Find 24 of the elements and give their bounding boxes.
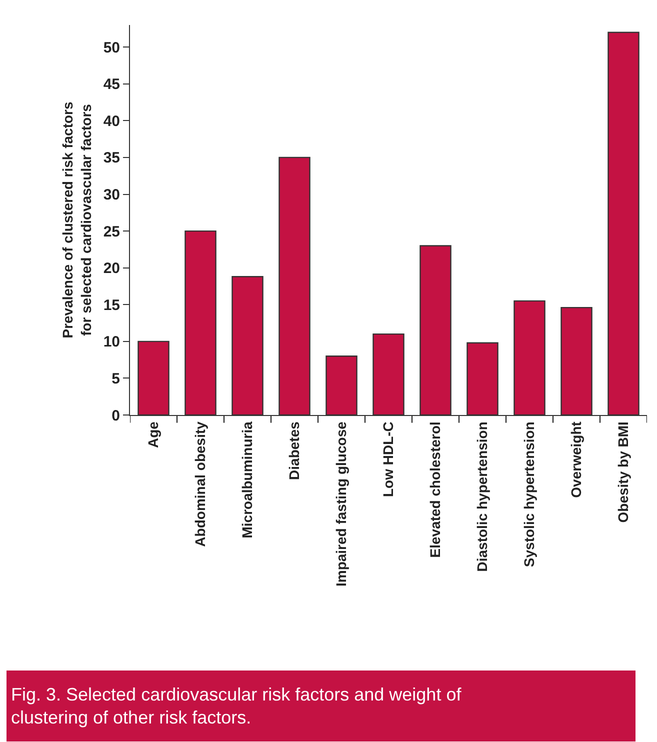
- x-tick-label: Elevated cholesterol: [427, 422, 444, 558]
- x-tick-label: Systolic hypertension: [521, 422, 538, 568]
- y-tick-label: 20: [103, 260, 120, 278]
- y-tick-label: 5: [112, 370, 120, 388]
- caption: Fig. 3. Selected cardiovascular risk factors and weight of clustering of other risk factors.: [11, 684, 462, 728]
- y-tick-label: 25: [103, 223, 120, 240]
- x-tick-label: Age: [145, 421, 162, 448]
- y-tick-label: 0: [112, 407, 120, 424]
- y-tick-label: 40: [103, 112, 120, 130]
- y-tick-label: 50: [103, 39, 120, 56]
- y-tick-label: 15: [103, 296, 120, 314]
- x-tick-label: Abdominal obesity: [192, 421, 208, 547]
- x-tick-label: Diastolic hypertension: [474, 422, 490, 572]
- y-tick-label: 35: [103, 150, 120, 167]
- x-tick-label: Diabetes: [286, 421, 302, 480]
- y-tick-label: 30: [103, 186, 120, 204]
- y-axis-title: Prevalence of clustered risk factors for selected cardiovascular factors: [60, 102, 94, 338]
- x-tick-label: Impaired fasting glucose: [333, 421, 350, 587]
- y-tick-label: 45: [103, 76, 120, 94]
- x-tick-label: Overweight: [568, 421, 584, 498]
- x-tick-label: Obesity by BMI: [615, 422, 632, 523]
- x-tick-label: Microalbuminuria: [239, 421, 256, 538]
- x-tick-label: Low HDL-C: [380, 422, 396, 498]
- y-tick-label: 10: [103, 334, 120, 351]
